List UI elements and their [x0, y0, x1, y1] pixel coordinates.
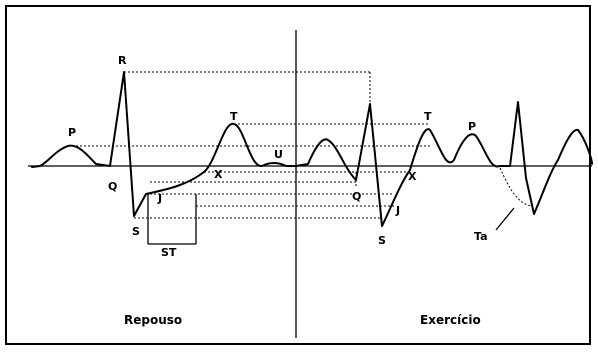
label-j-rest: J [157, 192, 162, 205]
label-x-exercise: X [408, 170, 417, 183]
label-p-exercise: P [468, 120, 476, 133]
label-st: ST [161, 246, 177, 259]
label-u-rest: U [274, 148, 283, 161]
exercise-ecg-waveform [295, 101, 593, 227]
label-q-rest: Q [108, 180, 117, 193]
label-s-exercise: S [378, 234, 386, 247]
ta-pointer-line [495, 207, 515, 231]
ta-dashed-trace [499, 167, 533, 207]
label-s-rest: S [132, 225, 140, 238]
label-q-exercise: Q [352, 190, 361, 203]
caption-rest: Repouso [124, 313, 182, 327]
label-j-exercise: J [395, 204, 400, 217]
label-x-rest: X [214, 168, 223, 181]
caption-exercise: Exercício [420, 313, 481, 327]
diagram-frame [5, 5, 591, 345]
label-t-exercise: T [424, 110, 432, 123]
label-r-rest: R [118, 54, 127, 67]
label-t-rest: T [230, 110, 238, 123]
label-ta: Ta [474, 230, 488, 243]
label-p-rest: P [68, 126, 76, 139]
